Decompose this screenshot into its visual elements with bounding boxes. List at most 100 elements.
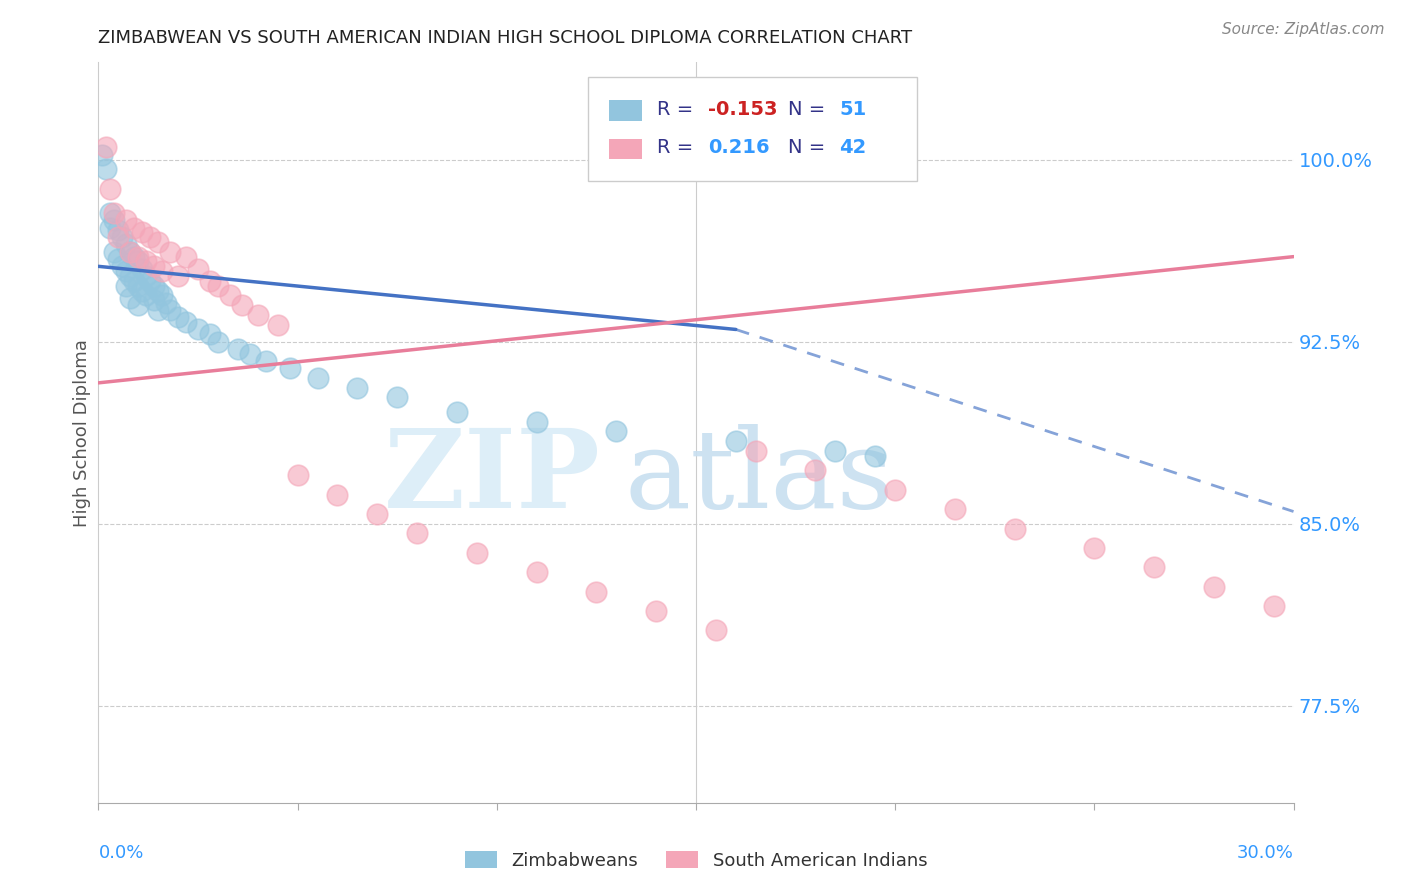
Point (159, 303, 181, 318)
Point (107, 230, 129, 244)
Point (143, 278, 166, 293)
Point (645, 604, 668, 618)
Point (107, 223, 129, 237)
Point (287, 468, 309, 483)
Text: N =: N = (787, 100, 831, 119)
FancyBboxPatch shape (589, 78, 917, 181)
Point (103, 206, 125, 220)
Point (148, 284, 170, 298)
Point (167, 268, 190, 283)
Point (465, 546, 488, 560)
Point (824, 443, 846, 458)
Point (139, 274, 162, 288)
Point (120, 244, 142, 259)
Point (98, 206, 122, 220)
Point (120, 268, 142, 283)
Point (135, 254, 157, 268)
Y-axis label: High School Diploma: High School Diploma (73, 339, 91, 526)
Text: ZIP: ZIP (384, 424, 600, 531)
Text: atlas: atlas (624, 424, 894, 531)
Point (127, 278, 149, 293)
Point (385, 391, 409, 405)
Point (131, 225, 153, 239)
Point (115, 213, 138, 227)
Point (96, 162, 118, 177)
Point (346, 381, 368, 395)
Point (219, 288, 242, 302)
Point (366, 507, 388, 521)
Point (98, 182, 122, 196)
Point (115, 264, 138, 278)
Text: -0.153: -0.153 (709, 100, 778, 119)
Point (704, 624, 727, 638)
Point (111, 230, 134, 244)
Point (745, 443, 768, 458)
Point (1004, 521, 1026, 535)
Point (131, 284, 153, 298)
Point (111, 260, 134, 274)
Point (124, 220, 146, 235)
Point (1083, 541, 1105, 555)
Point (307, 371, 329, 385)
FancyBboxPatch shape (609, 138, 643, 160)
Point (96, 140, 118, 154)
Point (107, 252, 129, 266)
Point (127, 298, 149, 312)
Point (115, 237, 138, 252)
Point (446, 405, 468, 419)
Point (120, 244, 142, 259)
Point (1202, 580, 1225, 594)
Point (865, 449, 887, 463)
Point (239, 347, 262, 361)
Point (148, 303, 170, 318)
Text: ZIMBABWEAN VS SOUTH AMERICAN INDIAN HIGH SCHOOL DIPLOMA CORRELATION CHART: ZIMBABWEAN VS SOUTH AMERICAN INDIAN HIGH… (98, 29, 912, 47)
Point (804, 463, 827, 477)
Point (187, 322, 209, 336)
Point (174, 315, 197, 329)
Text: 30.0%: 30.0% (1237, 845, 1294, 863)
Point (246, 308, 269, 322)
Point (526, 565, 548, 579)
Point (724, 434, 747, 449)
Point (207, 278, 229, 293)
Point (198, 274, 221, 288)
Point (120, 291, 142, 305)
Point (167, 310, 190, 325)
Point (159, 244, 181, 259)
Point (103, 244, 125, 259)
Text: N =: N = (787, 138, 831, 157)
Text: Source: ZipAtlas.com: Source: ZipAtlas.com (1222, 22, 1385, 37)
Point (143, 260, 166, 274)
Point (91, 147, 114, 161)
Point (406, 526, 429, 541)
Text: 42: 42 (839, 138, 866, 157)
Text: 0.216: 0.216 (709, 138, 769, 157)
Point (254, 354, 277, 368)
Point (103, 213, 125, 227)
Point (585, 584, 607, 599)
Point (187, 261, 209, 276)
Point (150, 264, 173, 278)
Point (135, 288, 157, 302)
Point (226, 342, 249, 356)
Point (174, 250, 197, 264)
Point (135, 268, 157, 283)
Point (155, 295, 177, 310)
Point (884, 483, 907, 497)
Point (267, 318, 290, 332)
Point (148, 235, 170, 249)
Legend: Zimbabweans, South American Indians: Zimbabweans, South American Indians (457, 844, 935, 877)
Point (326, 487, 349, 501)
Point (526, 415, 548, 429)
Point (98, 220, 122, 235)
Point (207, 334, 229, 349)
Point (1143, 560, 1166, 574)
Text: R =: R = (657, 100, 699, 119)
Point (1263, 599, 1285, 614)
Point (115, 278, 138, 293)
Point (278, 361, 301, 376)
Point (124, 274, 146, 288)
Point (605, 425, 627, 439)
Text: 51: 51 (839, 100, 866, 119)
Point (124, 250, 146, 264)
